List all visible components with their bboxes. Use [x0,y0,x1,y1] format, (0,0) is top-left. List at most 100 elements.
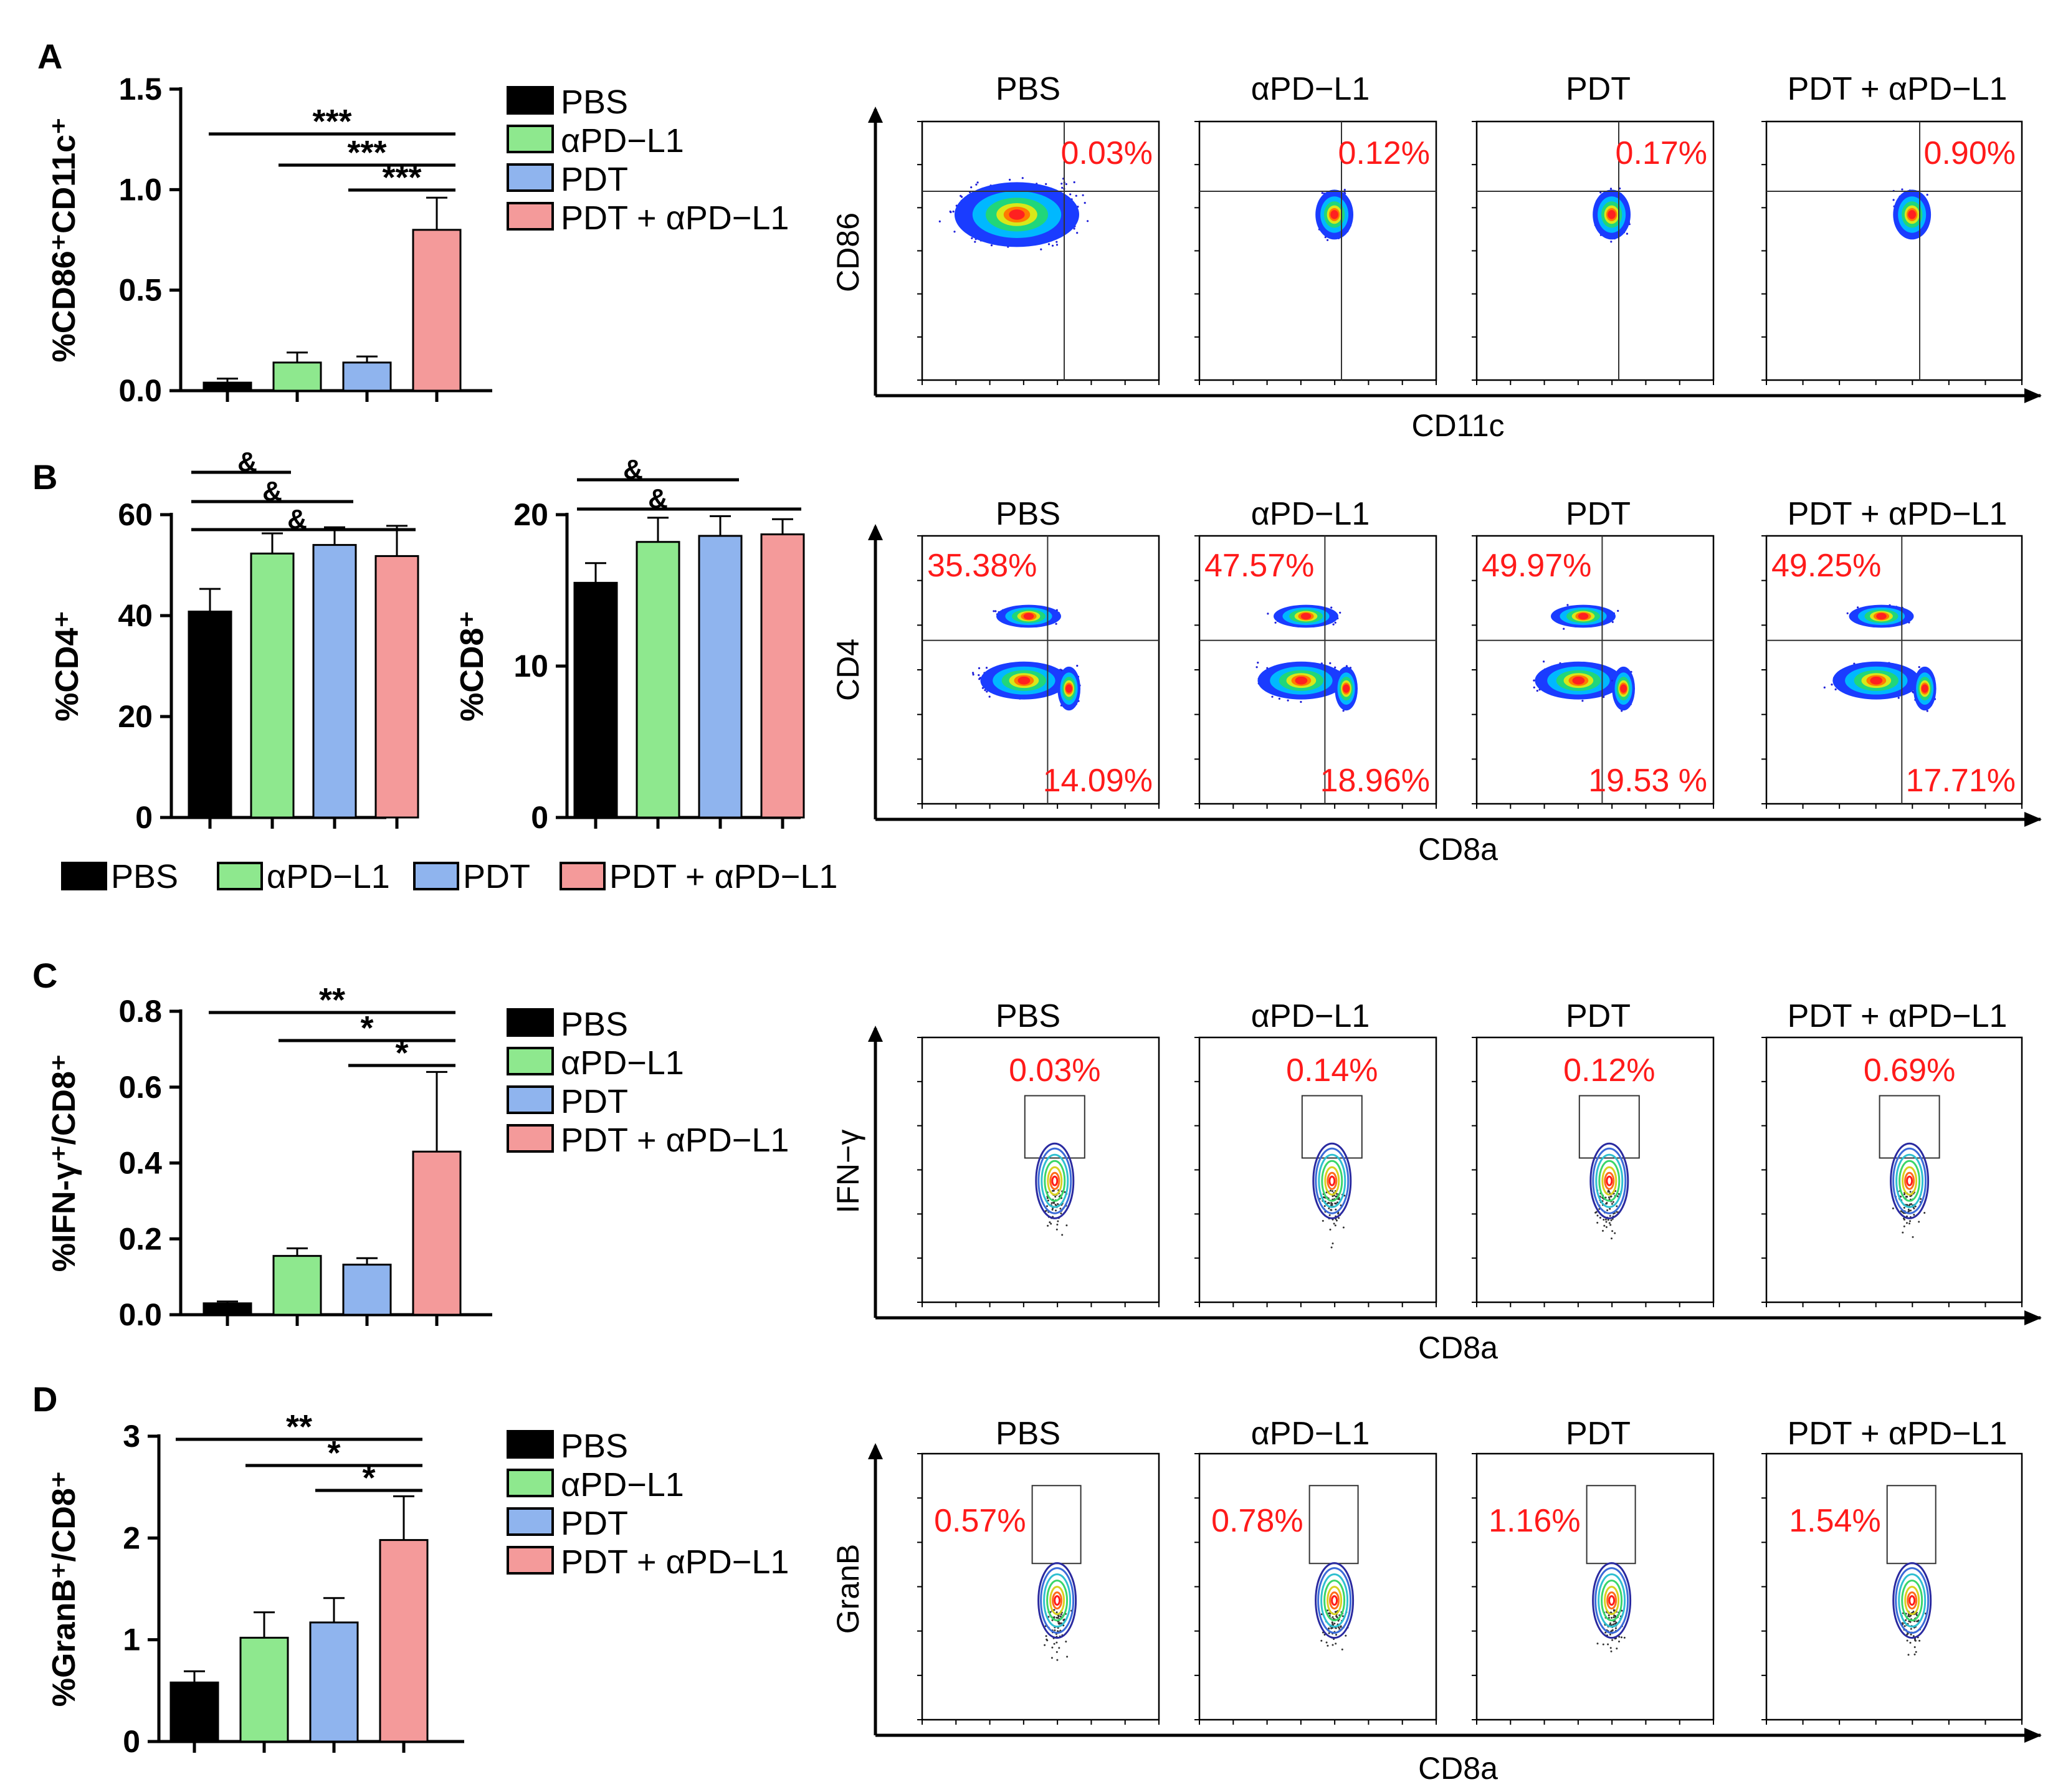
arrow-head [868,107,883,123]
y-tick-label: 0.0 [118,1297,162,1332]
flow-plot-title: αPD−L1 [1251,71,1370,107]
event-dot [971,237,973,239]
flow-row-A: CD11cCD86PBS0.03%αPD−L10.12%PDT0.17%PDT … [831,71,2042,443]
bar [169,1681,219,1743]
y-tick-label: 1.5 [118,72,162,107]
legend-label: αPD−L1 [561,122,684,160]
panel-label: C [32,956,57,995]
bar [342,1264,392,1316]
event-dot [1055,241,1058,243]
flow-plot: 35.38%14.09% [917,535,1160,809]
arrow-head [2024,388,2042,403]
bar [698,535,743,819]
quadrant-percent: 0.90% [1924,135,2016,171]
significance-mark: & [237,447,257,477]
significance-mark: * [362,1459,375,1497]
event-dot [978,674,980,677]
event-dot [953,231,956,233]
event-dot [994,610,997,612]
significance-mark: * [395,1034,408,1072]
y-axis-label: %GranB⁺/CD8⁺ [46,1471,82,1707]
event-dot [1255,666,1258,669]
event-dot [1040,248,1042,250]
legend-swatch [507,1008,554,1037]
flow-plot-title: PBS [996,71,1060,107]
flow-y-label: CD86 [831,212,865,292]
legend-swatch [507,1546,554,1575]
event-dot [950,211,952,214]
event-dot [1009,178,1011,181]
significance-mark: ** [286,1408,312,1446]
bar [412,229,462,392]
legend-swatch [217,862,263,890]
event-dot [1267,612,1269,615]
event-dot [1329,662,1332,664]
event-dot [985,667,988,669]
quadrant-percent: 0.17% [1616,135,1707,171]
flow-row-B: CD8aCD4PBS35.38%14.09%αPD−L147.57%18.96%… [831,496,2042,867]
bar [239,1636,289,1743]
legend-label: PDT [561,1083,628,1120]
event-dot [978,667,981,669]
quadrant-percent: 18.96% [1320,763,1430,799]
bar [636,541,680,819]
event-dot [1055,244,1059,246]
event-dot [1287,699,1289,702]
significance-mark: * [360,1009,373,1047]
plot-frame [921,120,1160,381]
y-tick-label: 0.5 [118,273,162,308]
flow-y-label: CD4 [831,639,865,701]
bar [374,555,419,819]
y-tick-label: 10 [513,649,548,684]
legend-swatch [560,862,606,890]
event-dot [1610,241,1613,243]
legend-swatch [507,1507,554,1536]
event-dot [990,244,993,247]
flow-plot: 0.17% [1472,120,1715,385]
quadrant-percent: 35.38% [927,548,1037,584]
legend-label: PBS [561,1006,628,1043]
legend-label: αPD−L1 [267,858,390,895]
event-dot [1087,220,1089,222]
event-dot [1892,199,1895,201]
flow-plot: 49.97%19.53 % [1472,535,1715,809]
y-axis-label: %CD4⁺ [49,611,85,722]
event-dot [1332,623,1335,626]
y-tick-label: 0 [135,800,153,835]
significance-mark: & [287,504,307,535]
bar [272,1255,322,1316]
event-dot [1045,183,1047,185]
event-dot [1926,194,1928,196]
bar [760,533,805,819]
event-dot [1321,192,1323,194]
event-dot [1065,183,1067,186]
significance-mark: & [623,454,643,485]
y-tick-label: 60 [118,497,153,532]
panel-label: A [37,37,62,76]
density-contour [1300,612,1312,620]
bar [272,361,322,392]
legend-label: PDT + αPD−L1 [561,199,789,237]
density-contour [1343,684,1350,693]
event-dot [1901,188,1903,191]
flow-plot: 0.90% [1761,120,2023,385]
event-dot [938,220,941,222]
y-axis-label: %CD86⁺CD11c⁺ [46,117,82,362]
y-tick-label: 0.6 [118,1070,162,1105]
panel-label: B [32,457,57,497]
flow-x-label: CD11c [1411,408,1504,443]
event-dot [1047,243,1051,245]
event-dot [960,194,962,197]
event-dot [1021,177,1024,179]
panel-label: D [32,1380,57,1419]
legend-label: PBS [111,858,178,895]
quadrant-percent: 0.12% [1338,135,1430,171]
event-dot [1073,227,1075,230]
arrow-head [2024,812,2042,827]
significance-mark: *** [382,159,421,196]
y-tick-label: 1.0 [118,172,162,207]
event-dot [1334,621,1336,624]
legend-swatch [507,86,554,115]
